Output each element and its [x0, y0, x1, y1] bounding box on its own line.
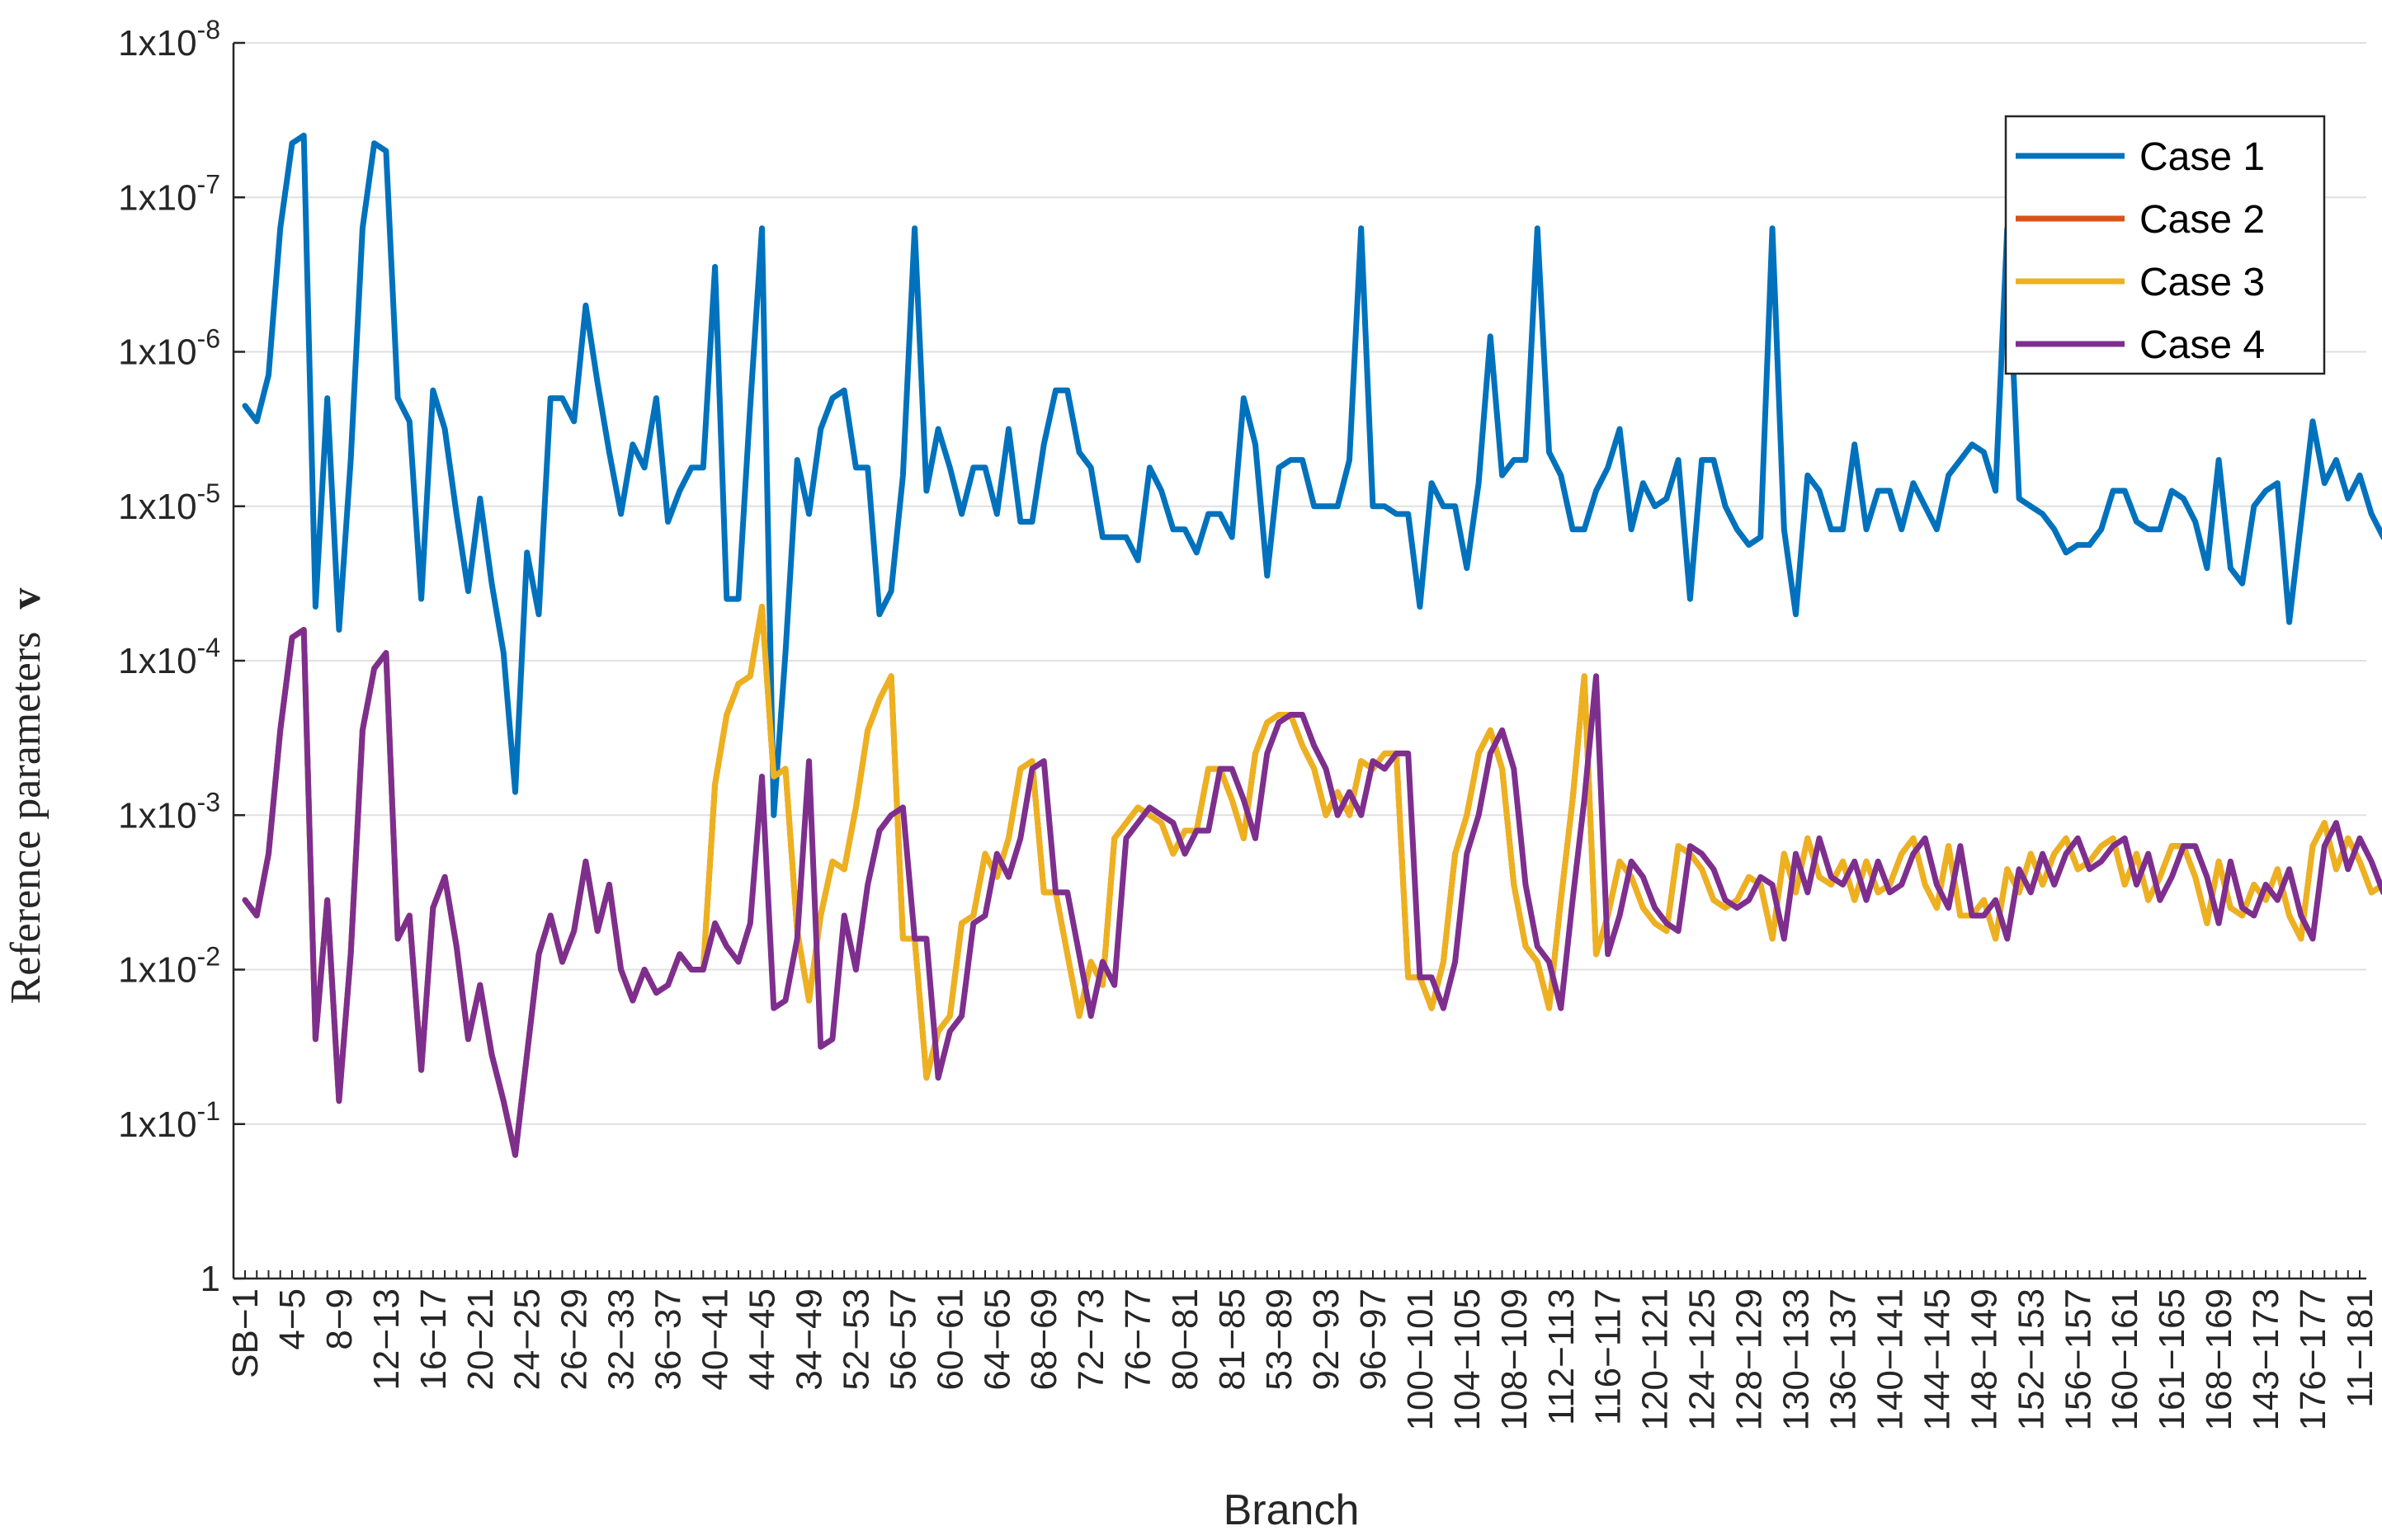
- y-tick-exponent: -3: [197, 787, 220, 817]
- x-tick-label: 92−93: [1306, 1288, 1347, 1391]
- x-tick-label: 108−109: [1494, 1288, 1535, 1431]
- legend-box: [2004, 115, 2326, 375]
- y-tick-label: 1x10-5: [118, 478, 220, 527]
- x-tick-label: 53−89: [1259, 1288, 1299, 1391]
- x-tick-label: 40−41: [696, 1288, 736, 1391]
- legend-items: Case 1 Case 2 Case 3 Case 4: [2016, 135, 2265, 367]
- x-tick-label: 124−125: [1682, 1288, 1723, 1431]
- y-tick-mantissa: 1x10: [118, 950, 196, 991]
- x-tick-label: 96−97: [1353, 1288, 1394, 1391]
- x-tick-label: 112−113: [1541, 1288, 1582, 1425]
- y-tick-label: 1x10-8: [118, 15, 220, 64]
- x-tick-label: 168−169: [2199, 1288, 2239, 1431]
- x-tick-label: 12−13: [366, 1288, 407, 1391]
- x-tick-label: 140−141: [1870, 1288, 1910, 1431]
- y-tick-exponent: -5: [197, 478, 220, 508]
- y-tick-mantissa: 1x10: [118, 641, 196, 681]
- x-tick-label: 44−45: [743, 1288, 783, 1391]
- y-tick-mantissa: 1x10: [118, 332, 196, 373]
- y-axis-title-text: Reference parameters: [2, 632, 50, 1005]
- x-tick-label: 116−117: [1588, 1288, 1629, 1425]
- legend: Case 1 Case 2 Case 3 Case 4: [2004, 115, 2326, 375]
- legend-label: Case 2: [2139, 198, 2265, 242]
- x-tick-labels: SB−1 4−5 8−9 12−13 16−17 20−21 24−25 26−29 32−33…: [225, 1288, 2380, 1431]
- y-tick-mantissa: 1x10: [118, 1104, 196, 1145]
- y-tick-labels: 11x10-11x10-21x10-31x10-41x10-51x10-61x1…: [118, 15, 220, 1299]
- y-tick-exponent: -6: [197, 324, 220, 354]
- x-tick-label: 120−121: [1635, 1288, 1676, 1431]
- x-tick-label: 156−157: [2058, 1288, 2098, 1431]
- y-tick-mantissa: 1x10: [118, 23, 196, 64]
- y-tick-exponent: -7: [197, 169, 220, 199]
- y-tick-label: 1x10-6: [118, 324, 220, 373]
- x-tick-label: 130−133: [1776, 1288, 1817, 1431]
- x-tick-label: 128−129: [1729, 1288, 1770, 1431]
- x-tick-label: 4−5: [272, 1288, 313, 1350]
- x-tick-label: 64−65: [977, 1288, 1017, 1391]
- y-tick-exponent: -1: [197, 1096, 220, 1126]
- x-tick-label: 8−9: [319, 1288, 360, 1350]
- legend-label: Case 3: [2139, 261, 2265, 304]
- x-tick-label: SB−1: [225, 1288, 266, 1378]
- y-tick-label: 1: [200, 1259, 220, 1299]
- x-tick-label: 32−33: [601, 1288, 642, 1391]
- x-tick-label: 24−25: [507, 1288, 548, 1391]
- y-tick-exponent: -8: [197, 15, 220, 45]
- series-line-case-4: [242, 627, 2382, 1158]
- y-tick-exponent: -4: [197, 633, 220, 662]
- x-tick-label: 26−29: [554, 1288, 595, 1391]
- y-tick-label: 1x10-1: [118, 1096, 220, 1145]
- x-tick-label: 11−181: [2340, 1288, 2380, 1408]
- legend-label: Case 1: [2139, 135, 2265, 179]
- x-tick-label: 143−173: [2246, 1288, 2286, 1431]
- x-tick-label: 60−61: [930, 1288, 970, 1391]
- y-tick-label: 1x10-4: [118, 633, 220, 681]
- series-layer: [242, 132, 2382, 1158]
- x-tick-label: 104−105: [1447, 1288, 1488, 1431]
- x-tick-label: 56−57: [883, 1288, 923, 1391]
- y-axis-title: Reference parameters v: [2, 588, 50, 1005]
- axes-layer: [232, 43, 2366, 1280]
- series-line-case-1: [242, 132, 2382, 818]
- y-tick-mantissa: 1x10: [118, 177, 196, 218]
- y-tick-mantissa: 1x10: [118, 795, 196, 836]
- x-tick-label: 68−69: [1024, 1288, 1064, 1391]
- x-tick-label: 81−85: [1212, 1288, 1252, 1391]
- x-tick-label: 76−77: [1118, 1288, 1158, 1391]
- legend-label: Case 4: [2139, 323, 2265, 367]
- y-tick-label: 1x10-2: [118, 942, 220, 991]
- x-tick-label: 152−153: [2011, 1288, 2051, 1431]
- x-tick-label: 161−165: [2152, 1288, 2192, 1431]
- x-tick-label: 176−177: [2293, 1288, 2333, 1431]
- x-tick-label: 148−149: [1964, 1288, 2004, 1431]
- y-tick-mantissa: 1x10: [118, 487, 196, 527]
- x-axis-title: Branch: [1224, 1486, 1360, 1534]
- x-tick-label: 80−81: [1165, 1288, 1205, 1391]
- y-tick-exponent: -2: [197, 942, 220, 972]
- x-tick-label: 36−37: [649, 1288, 689, 1391]
- grid-layer: [233, 41, 2366, 1280]
- y-tick-label: 1x10-3: [118, 787, 220, 836]
- x-tick-label: 144−145: [1917, 1288, 1957, 1431]
- x-tick-label: 20−21: [460, 1288, 501, 1391]
- x-tick-label: 52−53: [836, 1288, 876, 1391]
- x-tick-label: 100−101: [1400, 1288, 1441, 1431]
- x-tick-label: 160−161: [2105, 1288, 2145, 1431]
- x-tick-label: 72−73: [1071, 1288, 1111, 1391]
- y-tick-label: 1x10-7: [118, 169, 220, 218]
- x-tick-label: 34−49: [789, 1288, 829, 1391]
- y-axis-title-symbol: v: [2, 588, 50, 610]
- x-tick-label: 16−17: [413, 1288, 454, 1391]
- x-tick-label: 136−137: [1823, 1288, 1863, 1431]
- y-tick-mantissa: 1: [200, 1259, 220, 1299]
